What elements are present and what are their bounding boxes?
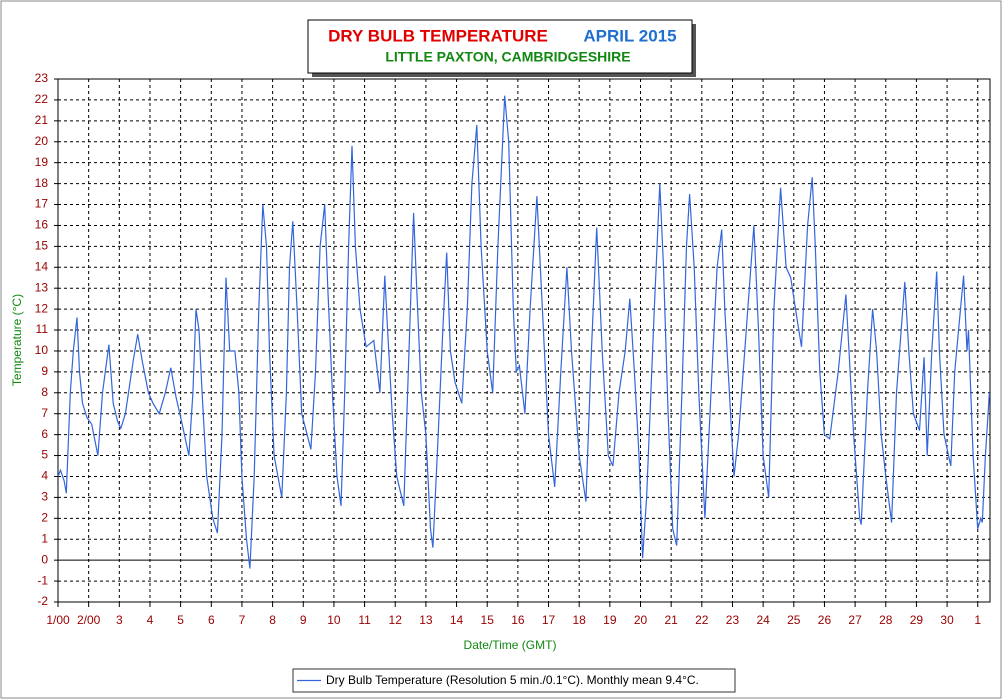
x-tick-label: 5: [177, 613, 184, 627]
chart-title: DRY BULB TEMPERATURE: [328, 26, 548, 45]
x-tick-label: 3: [116, 613, 123, 627]
y-tick-label: 8: [41, 385, 48, 399]
x-tick-label: 25: [787, 613, 801, 627]
y-tick-label: 2: [41, 510, 48, 524]
y-tick-label: 6: [41, 427, 48, 441]
x-tick-label: 18: [573, 613, 587, 627]
title-box: [307, 19, 693, 74]
x-tick-label: 21: [664, 613, 678, 627]
x-tick-label: 8: [269, 613, 276, 627]
x-tick-label: 11: [358, 613, 371, 627]
y-tick-label: 1: [41, 531, 48, 545]
y-tick-label: 16: [35, 218, 49, 232]
plot-area: -2-1012345678910111213141516171819202122…: [35, 71, 991, 627]
x-tick-label: 10: [327, 613, 341, 627]
x-tick-label: 30: [940, 613, 954, 627]
y-tick-label: 12: [35, 301, 49, 315]
x-tick-label: 14: [450, 613, 464, 627]
y-tick-label: 17: [35, 197, 49, 211]
y-tick-label: 11: [36, 322, 49, 336]
y-axis-label: Temperature (°C): [10, 294, 24, 386]
x-tick-label: 27: [848, 613, 862, 627]
y-tick-label: 3: [41, 490, 48, 504]
y-tick-label: 19: [35, 155, 49, 169]
y-tick-label: 5: [41, 448, 48, 462]
y-tick-label: 22: [35, 92, 49, 106]
x-tick-label: 16: [511, 613, 525, 627]
y-tick-label: 9: [41, 364, 48, 378]
x-tick-label: 24: [756, 613, 770, 627]
y-tick-label: 20: [35, 134, 49, 148]
x-tick-label: 19: [603, 613, 617, 627]
x-tick-label: 12: [389, 613, 403, 627]
x-tick-label: 17: [542, 613, 556, 627]
temperature-line: [57, 95, 990, 569]
x-tick-label: 4: [147, 613, 154, 627]
x-tick-label: 29: [910, 613, 924, 627]
y-tick-label: 0: [41, 552, 48, 566]
x-axis-label: Date/Time (GMT): [464, 638, 557, 652]
y-tick-label: 10: [35, 343, 49, 357]
y-tick-label: 4: [41, 469, 48, 483]
x-tick-label: 2/00: [77, 613, 101, 627]
legend-box: [292, 668, 736, 693]
x-tick-label: 6: [208, 613, 215, 627]
y-tick-label: 23: [35, 71, 49, 85]
legend-label: Dry Bulb Temperature (Resolution 5 min./…: [326, 673, 699, 687]
x-tick-label: 28: [879, 613, 893, 627]
x-tick-label: 1/00: [46, 613, 70, 627]
y-tick-label: 21: [35, 113, 49, 127]
plot-frame: [57, 78, 991, 603]
chart-title-date: APRIL 2015: [583, 26, 676, 45]
x-tick-label: 20: [634, 613, 648, 627]
x-tick-label: 22: [695, 613, 709, 627]
x-tick-label: 9: [300, 613, 307, 627]
x-tick-label: 7: [239, 613, 246, 627]
x-tick-label: 13: [419, 613, 433, 627]
y-tick-label: 18: [35, 176, 49, 190]
x-tick-label: 1: [974, 613, 981, 627]
y-tick-label: 13: [35, 280, 49, 294]
chart-subtitle: LITTLE PAXTON, CAMBRIDGESHIRE: [385, 49, 630, 65]
y-tick-label: -1: [37, 573, 48, 587]
x-tick-label: 26: [818, 613, 832, 627]
x-tick-label: 23: [726, 613, 740, 627]
x-tick-label: 15: [481, 613, 495, 627]
y-tick-label: -2: [37, 594, 48, 608]
y-tick-label: 7: [41, 406, 48, 420]
y-tick-label: 15: [35, 239, 49, 253]
y-tick-label: 14: [35, 259, 49, 273]
